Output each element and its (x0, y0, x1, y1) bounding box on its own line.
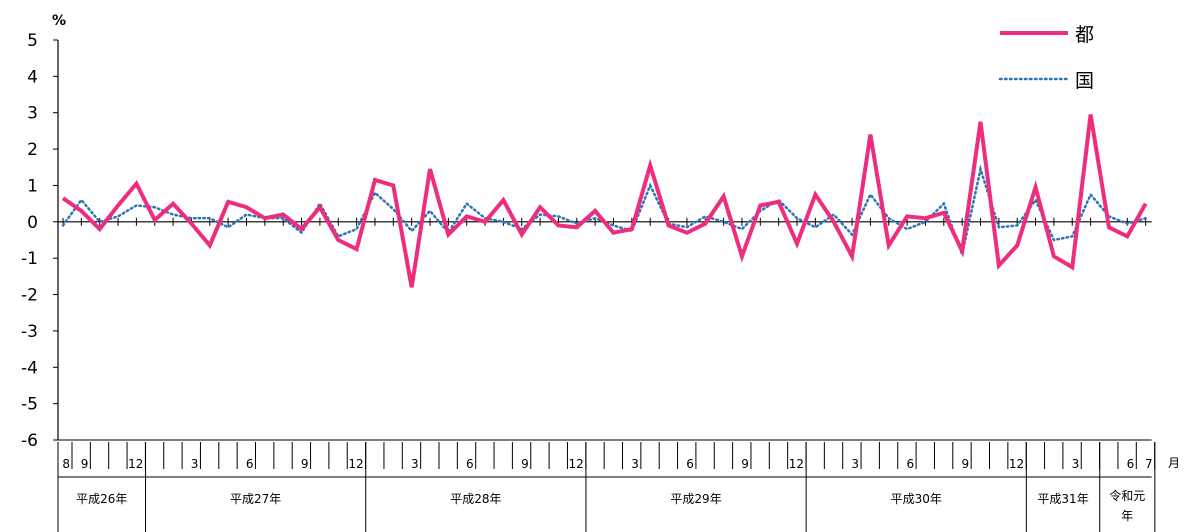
y-tick-label: -2 (21, 286, 38, 306)
month-label: 12 (1009, 457, 1024, 471)
legend-label-national: 国 (1075, 70, 1094, 92)
month-label: 3 (191, 457, 199, 471)
month-label: 6 (686, 457, 694, 471)
year-label: 令和元 (1109, 488, 1145, 503)
month-label: 9 (741, 457, 749, 471)
y-tick-label: 4 (27, 67, 38, 87)
series-layer (63, 115, 1146, 288)
month-label: 6 (246, 457, 254, 471)
month-label: 9 (301, 457, 309, 471)
month-label: 6 (1127, 457, 1135, 471)
y-tick-label: -4 (21, 358, 38, 378)
y-tick-label: -5 (21, 395, 38, 415)
series-line-tokyo (63, 115, 1146, 288)
month-label: 7 (1145, 457, 1153, 471)
year-label: 平成27年 (230, 492, 281, 506)
y-tick-label: 1 (27, 176, 38, 196)
month-label: 6 (906, 457, 914, 471)
month-label: 3 (1072, 457, 1080, 471)
month-label: 12 (789, 457, 804, 471)
legend-label-tokyo: 都 (1075, 24, 1094, 46)
year-label-suffix: 年 (1121, 509, 1133, 523)
year-label: 平成31年 (1037, 492, 1088, 506)
month-label: 9 (962, 457, 970, 471)
month-label: 12 (348, 457, 363, 471)
month-label: 12 (569, 457, 584, 471)
y-tick-label: 0 (27, 213, 38, 233)
month-label: 8 (62, 457, 70, 471)
month-label: 3 (851, 457, 859, 471)
year-label: 平成30年 (891, 492, 942, 506)
y-tick-label: 5 (27, 31, 38, 51)
year-label: 平成29年 (670, 492, 721, 506)
month-label: 3 (631, 457, 639, 471)
y-tick-label: -1 (21, 249, 38, 269)
month-label: 9 (521, 457, 529, 471)
month-label: 9 (81, 457, 89, 471)
x-unit-label: 月 (1168, 456, 1180, 470)
month-label: 3 (411, 457, 419, 471)
year-label: 平成26年 (76, 492, 127, 506)
y-tick-label: 3 (27, 104, 38, 124)
y-tick-label: 2 (27, 140, 38, 160)
y-tick-label: -6 (21, 431, 38, 451)
y-tick-label: -3 (21, 322, 38, 342)
month-label: 12 (128, 457, 143, 471)
month-label: 6 (466, 457, 474, 471)
y-unit-label: % (52, 13, 66, 29)
year-label: 平成28年 (450, 492, 501, 506)
legend: 都 国 (1000, 24, 1094, 92)
